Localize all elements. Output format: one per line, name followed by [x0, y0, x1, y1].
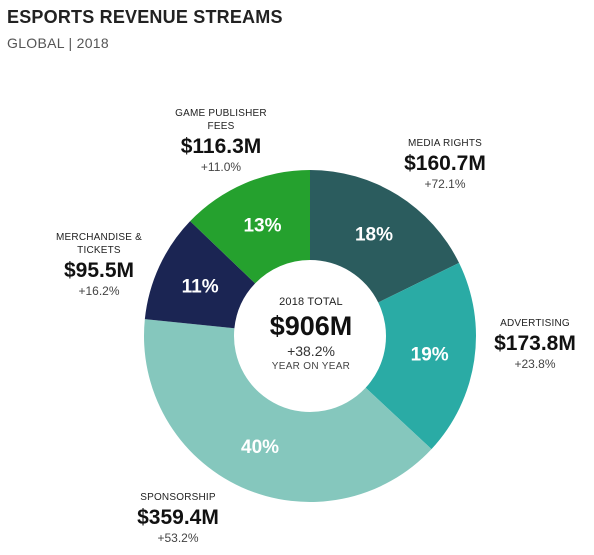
- chart-title: ESPORTS REVENUE STREAMS: [7, 7, 283, 27]
- slice-category: MERCHANDISE & TICKETS: [56, 232, 142, 256]
- center-label: 2018 TOTAL: [279, 296, 343, 308]
- label-game-publisher-fees: GAME PUBLISHER FEES $116.3M +11.0%: [136, 107, 306, 175]
- slice-percent-label: 18%: [355, 224, 393, 245]
- slice-value: $95.5M: [63, 259, 135, 282]
- slice-change: +16.2%: [78, 284, 120, 298]
- slice-percent-label: 11%: [182, 276, 219, 297]
- slice-change: +11.0%: [200, 160, 242, 174]
- label-advertising: ADVERTISING $173.8M +23.8%: [450, 317, 594, 372]
- donut-center: 2018 TOTAL $906M +38.2% YEAR ON YEAR: [236, 296, 386, 372]
- slice-change: +23.8%: [514, 357, 556, 371]
- slice-percent-label: 40%: [241, 437, 279, 458]
- center-change: +38.2%: [287, 343, 335, 359]
- slice-category: GAME PUBLISHER FEES: [175, 108, 267, 132]
- center-sub: YEAR ON YEAR: [271, 361, 351, 372]
- slice-sponsorship: [143, 319, 432, 502]
- chart-subtitle: GLOBAL | 2018: [7, 35, 109, 51]
- slice-value: $173.8M: [494, 332, 576, 355]
- slice-advertising: [365, 262, 476, 450]
- slice-value: $359.4M: [137, 506, 219, 529]
- label-merchandise-tickets: MERCHANDISE & TICKETS $95.5M +16.2%: [14, 231, 184, 299]
- label-media-rights: MEDIA RIGHTS $160.7M +72.1%: [360, 137, 530, 192]
- slice-merchandise-tickets: [144, 221, 256, 329]
- slice-value: $116.3M: [180, 135, 262, 158]
- slice-percent-label: 19%: [411, 345, 449, 366]
- slice-value: $160.7M: [404, 152, 486, 175]
- slice-category: ADVERTISING: [500, 318, 570, 329]
- slice-percent-label: 13%: [243, 216, 281, 237]
- slice-media-rights: [310, 170, 460, 303]
- slice-category: SPONSORSHIP: [140, 492, 216, 503]
- slice-change: +72.1%: [424, 177, 466, 191]
- slice-change: +53.2%: [157, 531, 199, 545]
- slice-game-publisher-fees: [190, 170, 310, 284]
- center-total: $906M: [269, 311, 353, 341]
- slice-category: MEDIA RIGHTS: [407, 138, 483, 149]
- label-sponsorship: SPONSORSHIP $359.4M +53.2%: [93, 491, 263, 546]
